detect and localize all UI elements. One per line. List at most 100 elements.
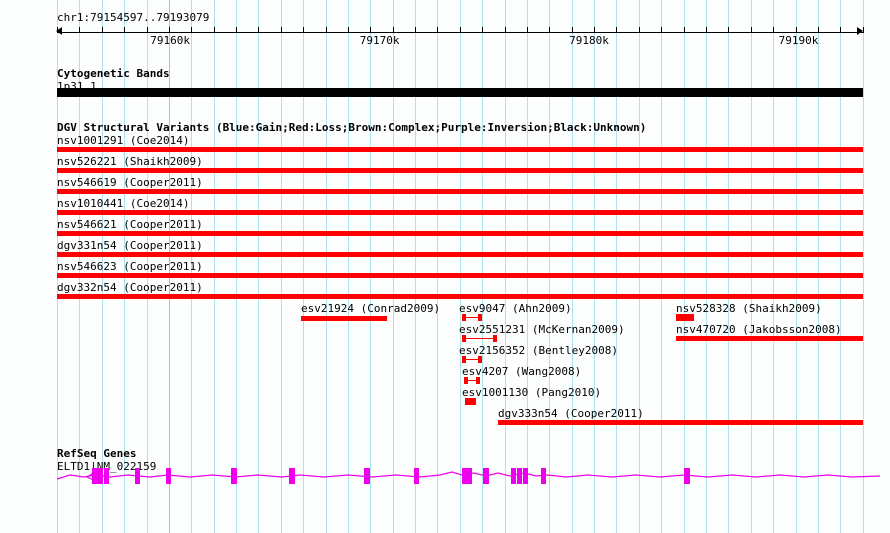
dgv-feature-bar[interactable] [57, 294, 863, 299]
dgv-feature-label: dgv331n54 (Cooper2011) [57, 239, 203, 252]
ruler-tick [102, 27, 103, 33]
dgv-feature-label: dgv332n54 (Cooper2011) [57, 281, 203, 294]
gene-model[interactable] [0, 455, 890, 490]
ruler-tick [393, 27, 394, 33]
dgv-feature-bar[interactable] [465, 398, 476, 405]
gridline [505, 0, 506, 533]
ruler-tick [863, 27, 864, 33]
right-arrow-icon[interactable] [857, 27, 863, 35]
left-arrow-icon[interactable] [56, 27, 62, 35]
gridline [482, 0, 483, 533]
dgv-feature-bar[interactable] [498, 420, 863, 425]
gridline [818, 0, 819, 533]
gridline [437, 0, 438, 533]
gene-label: ELTD1|NM_022159 [57, 460, 157, 473]
dgv-feature-label: nsv528328 (Shaikh2009) [676, 302, 822, 315]
gridline [773, 0, 774, 533]
dgv-feature-label: nsv526221 (Shaikh2009) [57, 155, 203, 168]
dgv-feature-label: esv9047 (Ahn2009) [459, 302, 572, 315]
gridline [706, 0, 707, 533]
dgv-feature-bar[interactable] [57, 147, 863, 152]
dgv-feature-bar[interactable] [57, 168, 863, 173]
dgv-feature-bar[interactable] [57, 189, 863, 194]
gene-exon[interactable] [104, 468, 109, 484]
ruler-tick [796, 27, 797, 33]
coordinate-label: chr1:79154597..79193079 [57, 11, 210, 24]
ruler-tick [214, 27, 215, 33]
gridline [415, 0, 416, 533]
gene-exon[interactable] [511, 468, 516, 484]
dgv-feature-bar[interactable] [462, 356, 482, 363]
dgv-feature-label: nsv546623 (Cooper2011) [57, 260, 203, 273]
dgv-feature-bar[interactable] [676, 336, 863, 341]
gridline [863, 0, 864, 533]
dgv-feature-bar[interactable] [57, 231, 863, 236]
dgv-feature-bar[interactable] [57, 210, 863, 215]
ruler-tick [370, 27, 371, 33]
gridline [639, 0, 640, 533]
ruler-tick [482, 27, 483, 33]
gene-exon[interactable] [483, 468, 489, 484]
gene-exon[interactable] [541, 468, 546, 484]
gridline [348, 0, 349, 533]
ruler-tick [147, 27, 148, 33]
gene-exon[interactable] [231, 468, 237, 484]
ruler-tick [840, 27, 841, 33]
gridline [370, 0, 371, 533]
dgv-feature-bar[interactable] [462, 335, 497, 342]
gene-exon[interactable] [684, 468, 690, 484]
ruler-tick [773, 27, 774, 33]
ruler-tick [281, 27, 282, 33]
ruler-tick [437, 27, 438, 33]
ruler-tick [258, 27, 259, 33]
ruler[interactable]: chr1:79154597..79193079 79160k 79170k 7918… [0, 0, 890, 52]
gridline [594, 0, 595, 533]
dgv-feature-label: esv2551231 (McKernan2009) [459, 323, 625, 336]
gridline [661, 0, 662, 533]
ruler-tick [326, 27, 327, 33]
dgv-feature-bar[interactable] [462, 314, 482, 321]
dgv-feature-label: esv2156352 (Bentley2008) [459, 344, 618, 357]
cytoband-bar[interactable] [57, 88, 863, 97]
ruler-tick-label: 79170k [359, 34, 400, 47]
gene-exon[interactable] [364, 468, 370, 484]
gridline [281, 0, 282, 533]
ruler-tick [303, 27, 304, 33]
gridline [549, 0, 550, 533]
ruler-tick-label: 79180k [569, 34, 609, 47]
gene-exon[interactable] [166, 468, 171, 484]
ruler-tick [527, 27, 528, 33]
ruler-tick [236, 27, 237, 33]
ruler-tick [460, 27, 461, 33]
gene-exon[interactable] [517, 468, 522, 484]
gene-exon[interactable] [414, 468, 419, 484]
dgv-feature-bar[interactable] [57, 252, 863, 257]
gridline [214, 0, 215, 533]
gene-exon[interactable] [97, 468, 103, 484]
ruler-tick-label: 79190k [778, 34, 819, 47]
ruler-tick-label: 79160k [150, 34, 191, 47]
ruler-tick [639, 27, 640, 33]
ruler-tick [124, 27, 125, 33]
gene-exon[interactable] [462, 468, 467, 484]
dgv-feature-bar[interactable] [301, 316, 387, 321]
gridline [303, 0, 304, 533]
track-title-cytogenetic-bands: Cytogenetic Bands [57, 67, 170, 80]
ruler-tick [572, 27, 573, 33]
gene-exon[interactable] [467, 468, 472, 484]
ruler-tick [169, 27, 170, 33]
gridline [326, 0, 327, 533]
ruler-tick [415, 27, 416, 33]
ruler-tick [57, 27, 58, 33]
dgv-feature-bar[interactable] [57, 273, 863, 278]
gene-exon[interactable] [135, 468, 140, 484]
gridline [258, 0, 259, 533]
gridline [236, 0, 237, 533]
gene-exon[interactable] [92, 468, 97, 484]
ruler-tick [505, 27, 506, 33]
ruler-tick [728, 27, 729, 33]
gene-exon[interactable] [289, 468, 295, 484]
gene-exon[interactable] [523, 468, 528, 484]
dgv-feature-bar[interactable] [676, 314, 694, 321]
dgv-feature-bar[interactable] [464, 377, 480, 384]
